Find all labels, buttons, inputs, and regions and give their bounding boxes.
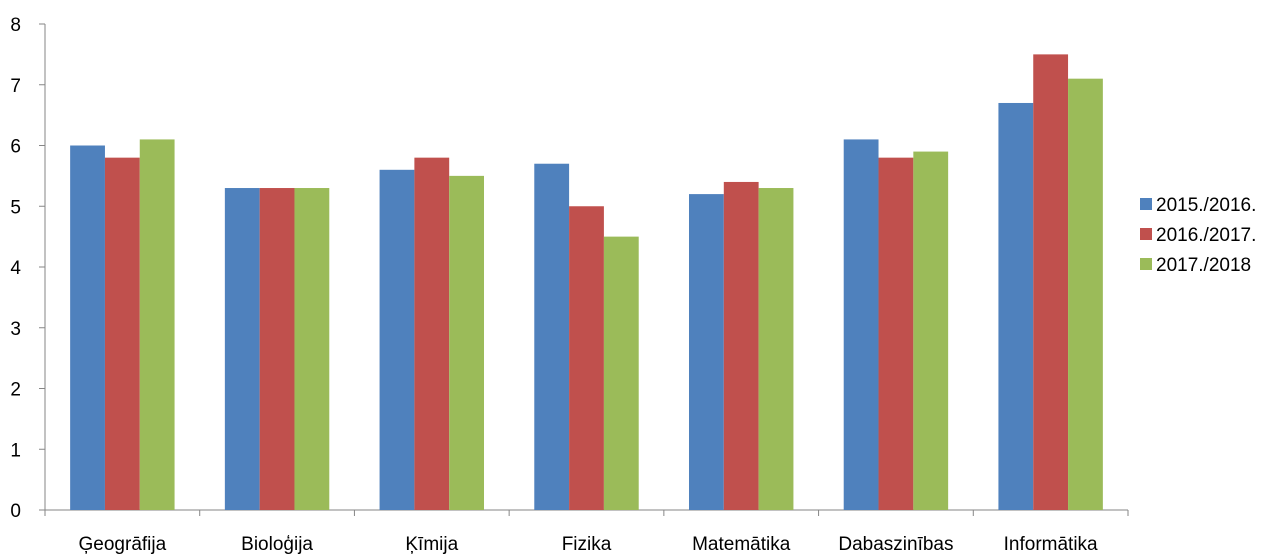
y-tick-label: 0 [10,501,21,522]
bar [998,102,1034,510]
bar [224,188,260,510]
y-tick-label: 4 [10,258,21,279]
category-label: Dabaszinības [838,534,953,555]
category-label: Ķīmija [405,534,458,555]
bar [569,206,604,510]
bar [534,163,570,510]
y-axis-ticks: 0 1 2 3 4 5 6 7 8 [10,15,45,522]
y-tick-label: 7 [10,76,21,97]
bar [688,194,724,510]
legend-label: 2017./2018 [1156,255,1251,276]
bar [603,236,639,510]
y-tick-label: 1 [10,440,21,461]
bar [294,188,330,510]
bar [1033,54,1069,510]
category-label: Bioloģija [241,534,313,555]
bar [913,151,949,510]
bar [259,188,295,510]
legend: 2015./2016. 2016./2017. 2017./2018 [1140,195,1256,276]
bars-group [70,54,1103,511]
y-tick-label: 5 [10,197,21,218]
x-axis-ticks: Ģeogrāfija Bioloģija Ķīmija Fizika Matemātik… [44,510,1129,555]
category-label: Fizika [562,534,612,555]
bar [414,157,450,510]
category-label: Matemātika [692,534,791,555]
y-tick-label: 6 [10,137,21,158]
category-label: Ģeogrāfija [79,534,167,555]
bar [843,139,879,511]
legend-swatch [1140,198,1152,210]
legend-label: 2016./2017. [1156,225,1256,246]
category-label: Informātika [1004,534,1098,555]
y-tick-label: 2 [10,380,21,401]
bar [449,175,485,510]
bar [1068,78,1103,511]
y-tick-label: 3 [10,319,21,340]
bar [70,145,105,510]
bar [139,139,175,511]
bar [104,157,140,510]
legend-swatch [1140,228,1152,240]
bar [758,188,794,510]
bar [878,157,914,510]
bar [379,169,415,511]
bar [723,181,759,510]
legend-swatch [1140,258,1152,270]
y-tick-label: 8 [10,15,21,36]
legend-label: 2015./2016. [1156,195,1256,216]
